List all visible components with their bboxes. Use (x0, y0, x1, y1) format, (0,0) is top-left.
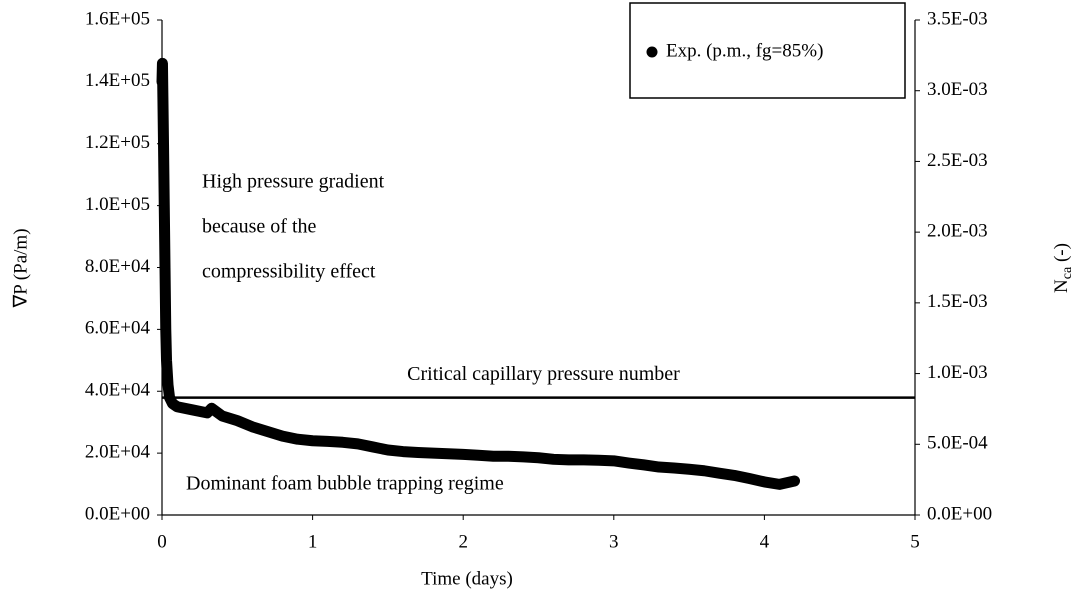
y-tick-label: 6.0E+04 (85, 318, 151, 339)
y2-tick-label: 0.0E+00 (927, 503, 992, 524)
x-tick-label: 3 (609, 531, 619, 552)
data-line (156, 57, 801, 490)
y2-label-suffix: (-) (1051, 243, 1072, 267)
x-tick-label: 2 (458, 531, 468, 552)
x-tick-label: 4 (760, 531, 770, 552)
y-tick-label: 1.2E+05 (85, 132, 150, 153)
y-tick-label: 0.0E+00 (85, 503, 150, 524)
x-tick-label: 0 (157, 531, 167, 552)
legend-label: Exp. (p.m., fg=85%) (666, 40, 823, 61)
legend-marker (646, 46, 658, 58)
y-tick-label: 2.0E+04 (85, 441, 151, 462)
y-tick-label: 8.0E+04 (85, 256, 151, 277)
y-tick-label: 1.4E+05 (85, 70, 150, 91)
y2-tick-label: 1.5E-03 (927, 291, 988, 312)
y2-tick-label: 2.0E-03 (927, 221, 988, 242)
x-tick-label: 1 (308, 531, 318, 552)
y2-axis-label: Nca (-) (1051, 243, 1075, 293)
annotation: Dominant foam bubble trapping regime (186, 473, 504, 495)
y2-label-sub: ca (1060, 266, 1075, 279)
y-tick-label: 1.6E+05 (85, 8, 150, 29)
y2-label-main: N (1051, 279, 1072, 293)
x-tick-label: 5 (910, 531, 920, 552)
legend-box (629, 2, 906, 99)
y2-tick-label: 3.0E-03 (927, 79, 988, 100)
reference-label: Critical capillary pressure number (407, 363, 680, 385)
annotation: because of the (202, 216, 317, 238)
annotation: High pressure gradient (202, 171, 385, 193)
annotation: compressibility effect (202, 261, 376, 283)
y-tick-label: 1.0E+05 (85, 194, 150, 215)
x-axis-label: Time (days) (421, 568, 513, 589)
y-axis-label: ∇P (Pa/m) (10, 228, 31, 308)
y-tick-label: 4.0E+04 (85, 380, 151, 401)
y2-tick-label: 1.0E-03 (927, 362, 988, 383)
y2-tick-label: 3.5E-03 (927, 8, 988, 29)
y2-tick-label: 5.0E-04 (927, 433, 988, 454)
y2-tick-label: 2.5E-03 (927, 150, 988, 171)
